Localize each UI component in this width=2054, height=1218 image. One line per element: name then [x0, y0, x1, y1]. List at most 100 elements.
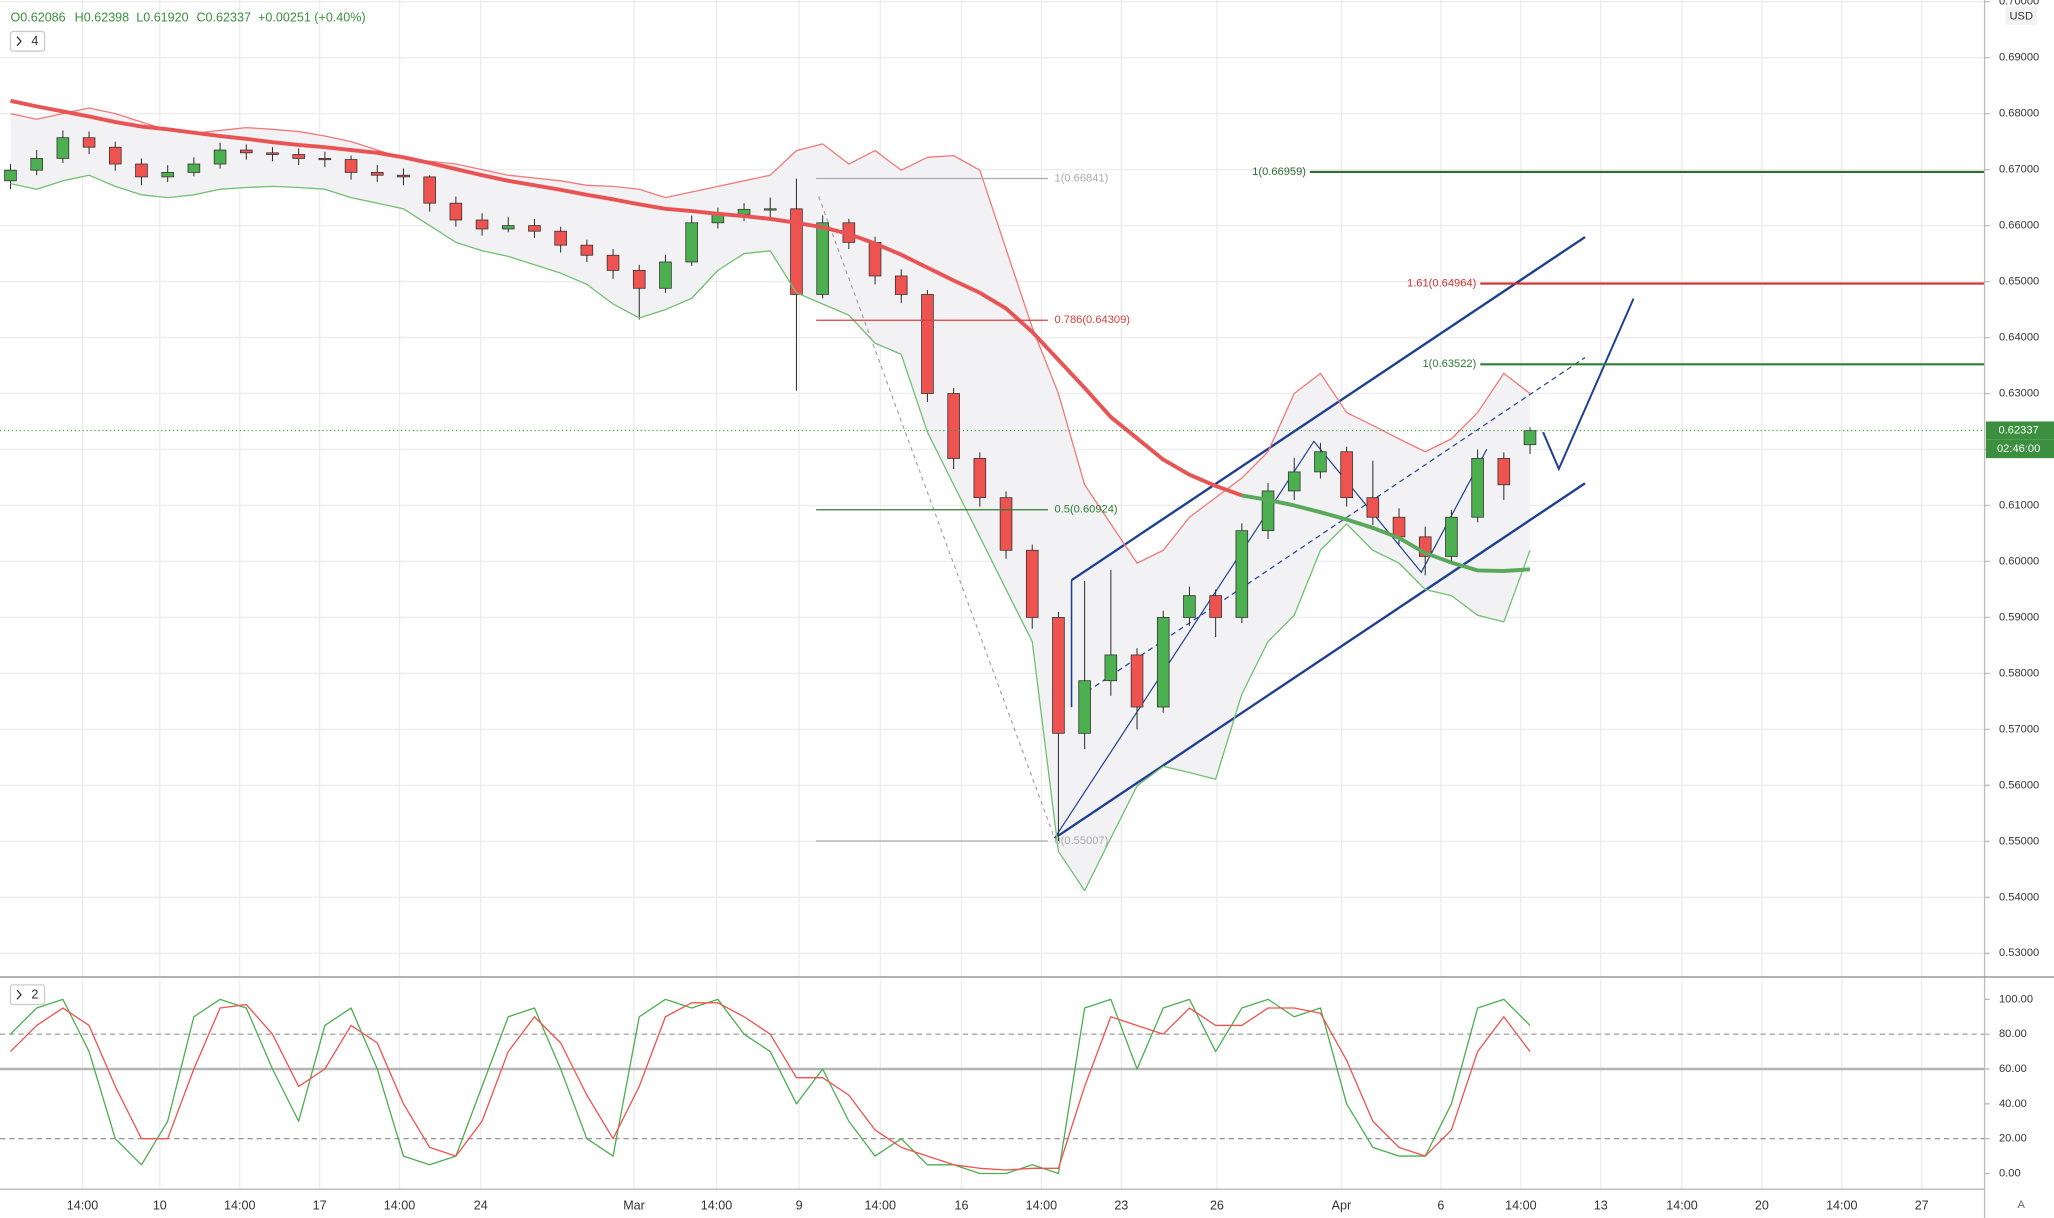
series-line — [10, 998, 1531, 1175]
auto-scale-button[interactable]: A — [2018, 1199, 2026, 1211]
candle-body — [868, 241, 882, 277]
header-open: O0.62086 — [10, 11, 65, 25]
candle-body — [947, 393, 960, 459]
candle-body — [1287, 471, 1301, 492]
band-layer — [10, 108, 1531, 891]
x-tick-label: 26 — [1210, 1199, 1224, 1213]
candle-body — [292, 154, 305, 159]
chevron — [16, 989, 22, 1000]
y-tick-label: 0.58000 — [1999, 667, 2039, 679]
candle-body — [1340, 451, 1353, 499]
y-tick-label: 100.00 — [1999, 993, 2033, 1005]
candle-body — [973, 458, 987, 499]
y-tick-label: 0.66000 — [1999, 220, 2039, 232]
x-tick-label: 14:00 — [224, 1199, 255, 1213]
x-tick-label: 23 — [1114, 1199, 1128, 1213]
candle-body — [1418, 536, 1432, 557]
y-tick-label: 0.68000 — [1999, 108, 2039, 120]
series-line — [10, 98, 1243, 498]
y-tick-label: 0.61000 — [1999, 499, 2039, 511]
line-layer — [0, 98, 1985, 1175]
candle-body — [4, 169, 17, 182]
x-tick-label: 6 — [1437, 1199, 1444, 1213]
series-line — [10, 1002, 1531, 1171]
y-tick-label: 0.59000 — [1999, 611, 2039, 623]
candle-body — [1025, 549, 1039, 618]
candle-body — [161, 172, 174, 178]
x-tick-label: 14:00 — [865, 1199, 896, 1213]
channel-mid — [1086, 357, 1586, 692]
y-tick-label: 0.64000 — [1999, 331, 2039, 343]
candle-body — [1235, 530, 1249, 618]
y-tick-label: 0.60000 — [1999, 555, 2039, 567]
y-tick-label: 40.00 — [1999, 1098, 2027, 1110]
indicator-count[interactable]: 2 — [31, 988, 38, 1002]
x-tick-label: 14:00 — [1666, 1199, 1697, 1213]
series-line — [10, 107, 1531, 564]
fib-label: 1(0.63522) — [1422, 358, 1476, 370]
x-tick-label: 14:00 — [701, 1199, 732, 1213]
candle-body — [370, 172, 384, 176]
button-box[interactable] — [9, 30, 46, 52]
currency-box — [2005, 6, 2037, 25]
candle-body — [423, 176, 436, 204]
last-price-tag — [1985, 421, 2054, 440]
candle-body — [56, 137, 70, 159]
y-tick-label: 80.00 — [1999, 1028, 2027, 1040]
candle-body — [213, 149, 227, 165]
channel-lower — [1053, 482, 1586, 840]
y-tick-label: 0.63000 — [1999, 387, 2039, 399]
y-tick-label: 20.00 — [1999, 1133, 2027, 1145]
candle-body — [921, 294, 934, 394]
header: O0.62086 H0.62398 L0.61920 C0.62337 +0.0… — [10, 11, 365, 25]
x-tick-label: 17 — [313, 1199, 327, 1213]
candle-body — [554, 230, 567, 246]
candle-body — [239, 149, 253, 154]
y-tick-label: 0.53000 — [1999, 947, 2039, 959]
y-tick-label: 0.57000 — [1999, 723, 2039, 735]
header-close: C0.62337 — [196, 11, 251, 25]
x-tick-label: 14:00 — [1826, 1199, 1857, 1213]
candle-body — [1078, 680, 1091, 734]
label-layer: 14:00 10 14:00 17 14:00 24 Mar 14:00 9 14:00 16 14:… — [67, 0, 2054, 1213]
currency: USD — [2010, 10, 2034, 22]
fib-label: 0.5(0.60924) — [1055, 504, 1118, 516]
candle-body — [632, 269, 646, 289]
projection-line — [1542, 298, 1635, 472]
countdown-tag — [1985, 439, 2054, 459]
x-tick-label: 14:00 — [1026, 1199, 1057, 1213]
x-tick-label: 14:00 — [1505, 1199, 1536, 1213]
candle-layer — [4, 130, 1537, 841]
candle-body — [1497, 458, 1511, 486]
candle-body — [82, 137, 96, 148]
candle-body — [606, 254, 620, 271]
fib-label: 0(0.55007) — [1055, 835, 1109, 847]
indicator-count[interactable]: 4 — [31, 34, 38, 48]
collapse-button[interactable]: 4 — [9, 30, 46, 52]
candle-body — [475, 219, 489, 230]
candle-body — [685, 222, 698, 263]
candle-body — [266, 152, 279, 155]
x-tick-label: 10 — [153, 1199, 167, 1213]
candle-body — [344, 159, 358, 173]
candle-body — [790, 208, 803, 295]
candle-body — [187, 163, 201, 173]
candle-body — [1052, 617, 1065, 734]
candle-body — [816, 222, 829, 295]
y-tick-label: 0.00 — [1999, 1167, 2021, 1179]
candle-body — [737, 208, 751, 215]
candle-body — [1183, 595, 1196, 618]
x-tick-label: 14:00 — [384, 1199, 415, 1213]
fib-label: 1(0.66959) — [1252, 166, 1306, 178]
x-tick-label: 13 — [1594, 1199, 1608, 1213]
last-price-label: 0.62337 — [1999, 425, 2039, 437]
candle-body — [1366, 497, 1380, 518]
candle-body — [1156, 617, 1170, 708]
candle-body — [108, 146, 122, 165]
collapse-button[interactable]: 2 — [9, 984, 46, 1006]
button-box[interactable] — [9, 984, 46, 1006]
candle-body — [501, 225, 515, 230]
candle-body — [528, 225, 541, 232]
candle-body — [1523, 430, 1537, 446]
